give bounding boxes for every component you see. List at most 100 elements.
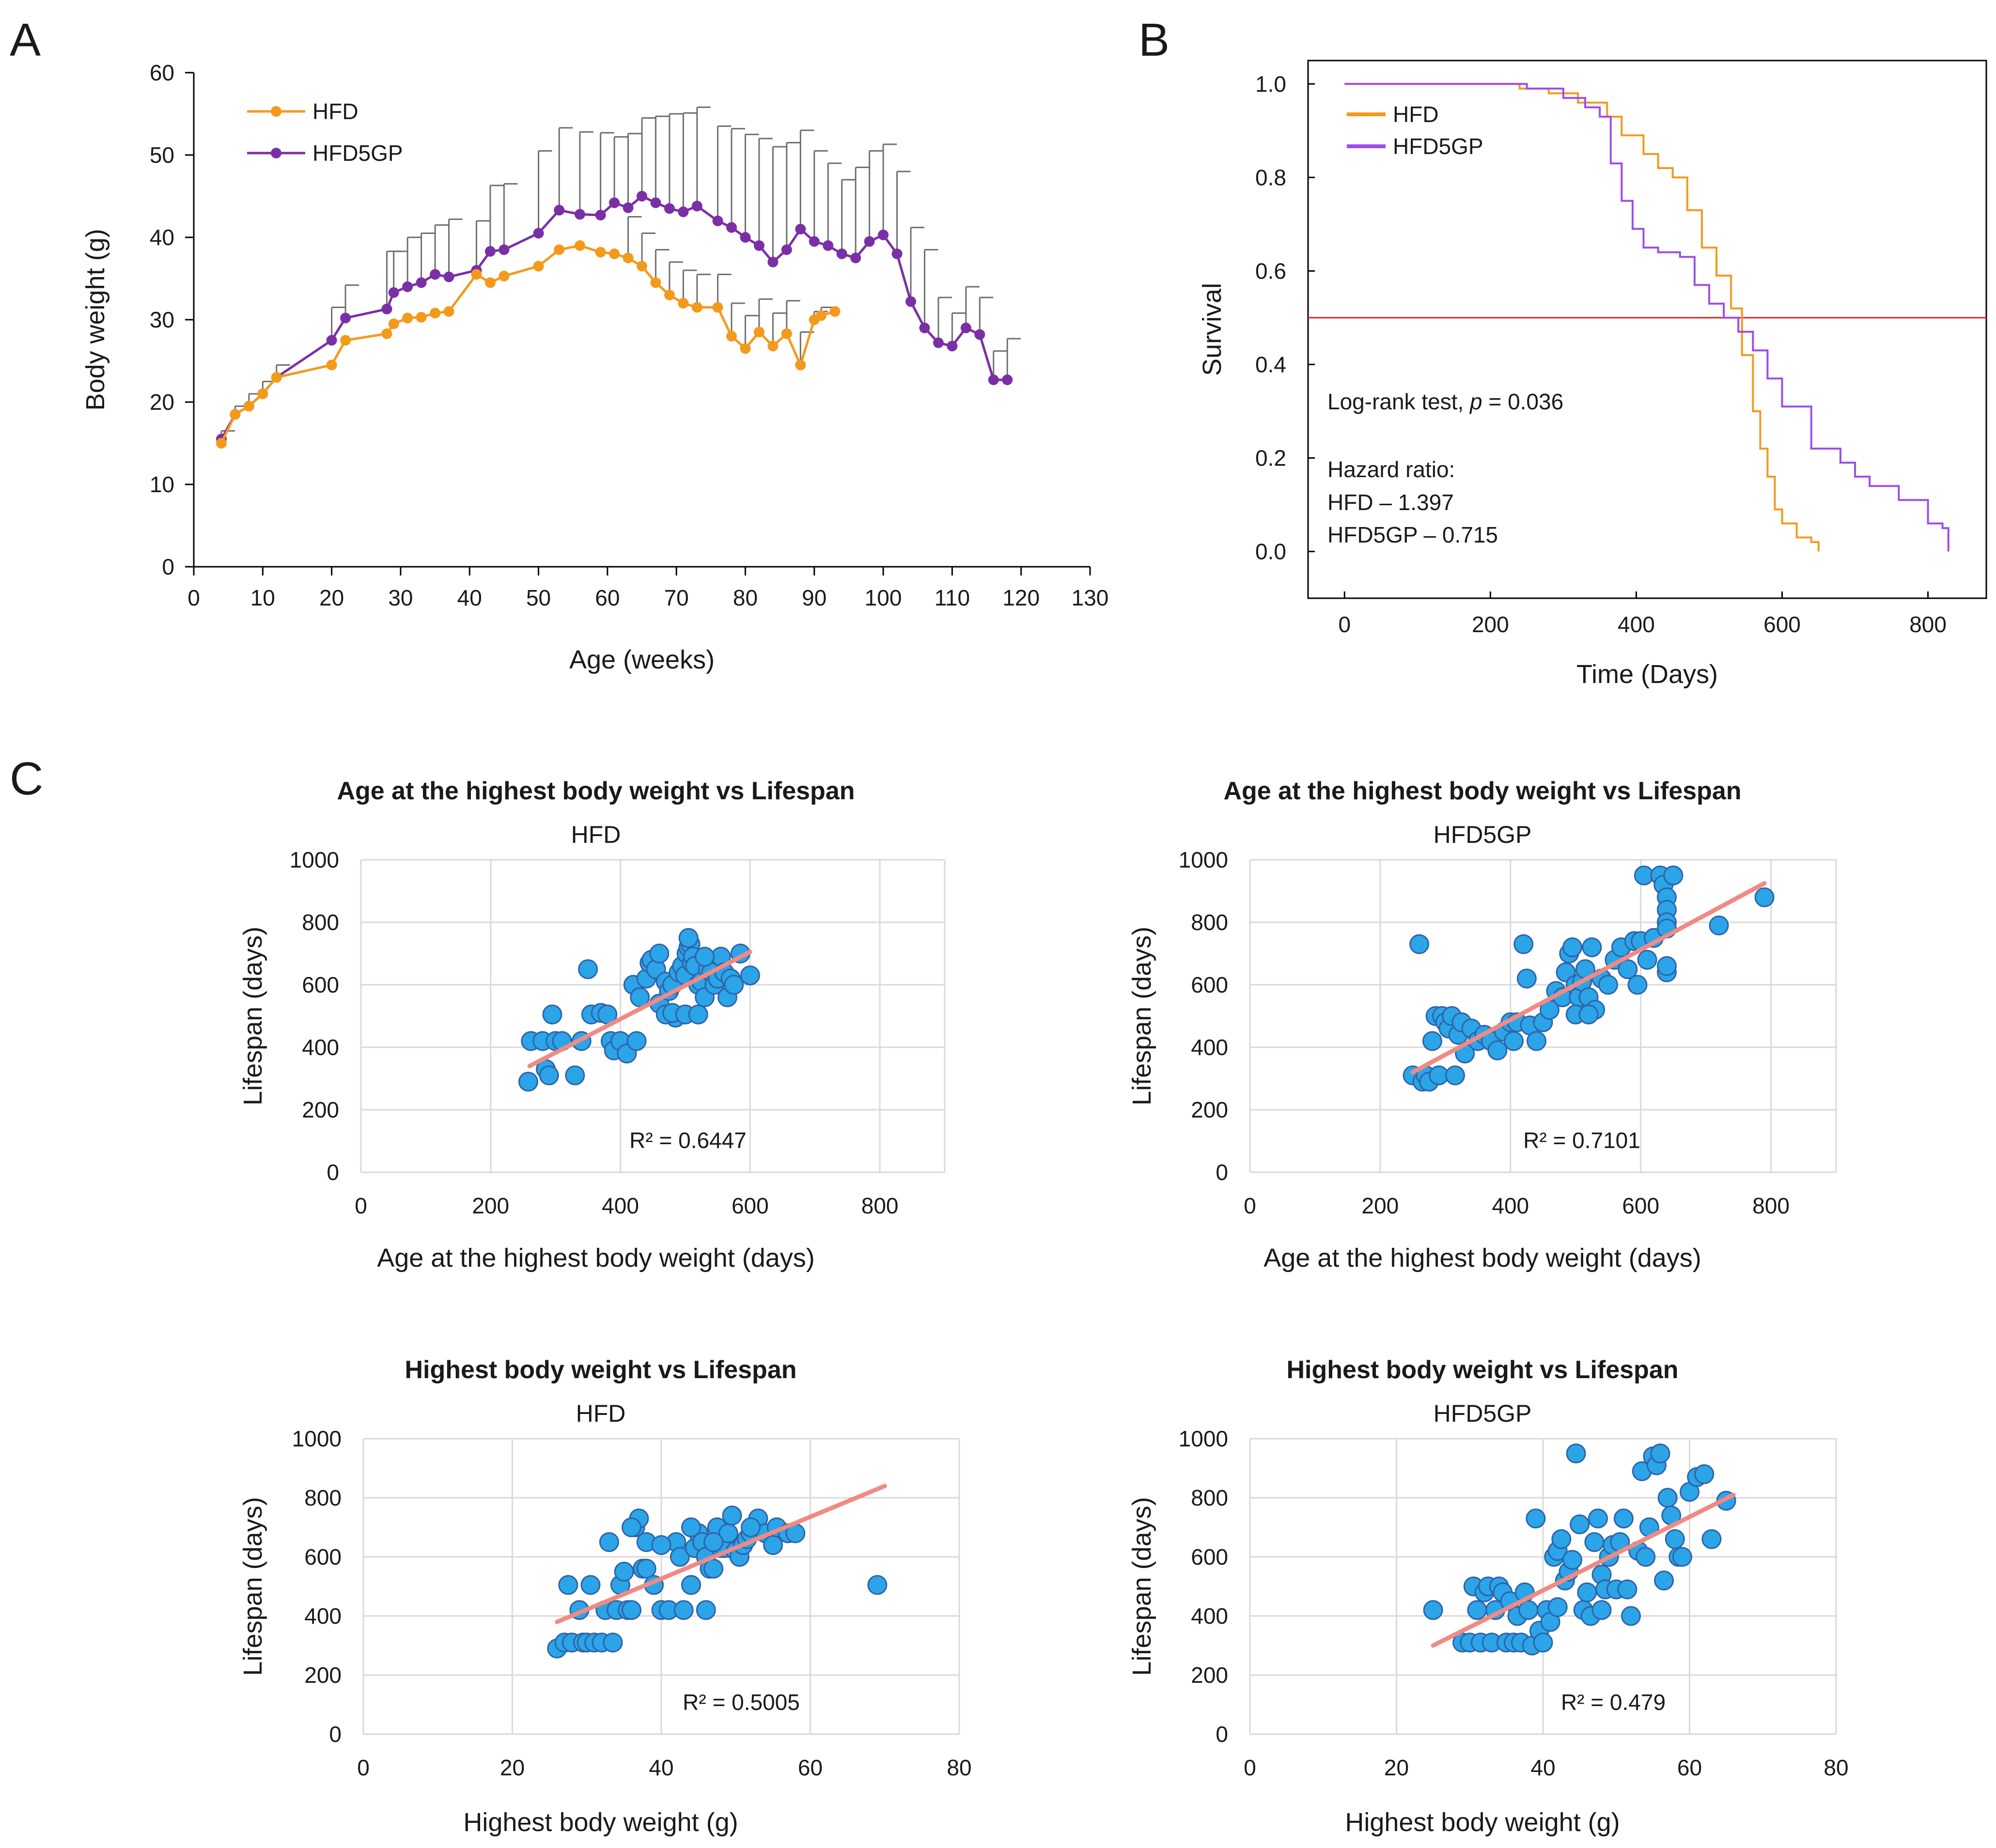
panel-label-c: C [10, 753, 43, 805]
scatter-subtitle: HFD5GP [1434, 821, 1532, 848]
hfd-data-point [595, 247, 606, 258]
scatter-y-tick-label: 600 [302, 972, 339, 997]
hfd-data-point [829, 306, 841, 317]
scatter-point [565, 1065, 585, 1086]
survival-y-tick-label: 0.8 [1255, 165, 1286, 190]
scatter-point [688, 1004, 708, 1025]
weight-y-tick-label: 10 [150, 472, 174, 497]
scatter-x-tick-label: 400 [602, 1193, 639, 1218]
hfd5gp-data-point [574, 209, 585, 220]
scatter-point [539, 1065, 559, 1086]
weight-x-tick-label: 100 [865, 585, 902, 610]
hfd-data-point [326, 359, 337, 371]
scatter-x-tick-label: 40 [649, 1755, 673, 1780]
hazard-ratio-hfd5gp: HFD5GP – 0.715 [1327, 522, 1498, 547]
hfd5gp-data-point [609, 197, 620, 208]
survival-x-tick-label: 800 [1909, 612, 1947, 637]
hfd5gp-data-point [974, 329, 985, 340]
hfd5gp-data-point [340, 312, 351, 324]
scatter-point [558, 1575, 578, 1595]
hfd5gp-data-point [850, 252, 861, 264]
scatter-y-tick-label: 600 [304, 1544, 342, 1569]
scatter-point [1621, 1606, 1641, 1626]
scatter-point [673, 1600, 694, 1620]
survival-legend: HFD HFD5GP [1347, 102, 1483, 159]
scatter-point [1566, 1444, 1586, 1463]
scatter-x-tick-label: 20 [500, 1755, 525, 1780]
scatter-point [1518, 1600, 1539, 1620]
scatter-point [1516, 968, 1537, 989]
weight-y-tick-label: 0 [162, 554, 174, 579]
hfd-data-point [726, 331, 737, 342]
scatter-point [867, 1575, 888, 1595]
scatter-trendline [555, 1484, 887, 1624]
scatter-y-axis-label: Lifespan (days) [238, 927, 267, 1105]
scatter-x-tick-label: 200 [472, 1193, 509, 1218]
scatter-point [1657, 1488, 1678, 1508]
hfd5gp-data-point [919, 323, 930, 333]
hfd-data-point [712, 302, 723, 313]
hfd-data-point [340, 335, 351, 346]
hfd5gp-data-point [823, 240, 834, 251]
scatter-y-axis-label: Lifespan (days) [238, 1497, 267, 1676]
scatter-trendline [1431, 1492, 1736, 1648]
hfd5gp-series-line [220, 195, 1008, 440]
scatter-point [649, 944, 670, 963]
weight-y-tick-label: 30 [150, 307, 174, 332]
scatter-point [630, 987, 650, 1008]
hfd-data-point [443, 306, 454, 317]
weight-x-tick-label: 40 [457, 585, 482, 610]
scatter-point [1618, 959, 1638, 979]
scatter-y-tick-label: 1000 [1179, 1426, 1228, 1451]
hfd5gp-data-point [947, 341, 958, 352]
scatter-point [681, 1575, 701, 1595]
weight-x-tick-label: 30 [388, 585, 413, 610]
scatter-point [636, 1558, 656, 1579]
scatter-y-tick-label: 800 [1191, 910, 1228, 935]
scatter-point [1487, 1040, 1508, 1060]
scatter-point [1527, 1031, 1547, 1051]
hfd-data-point [637, 261, 647, 272]
hfd-data-point [430, 308, 441, 319]
scatter-point [678, 928, 699, 948]
logrank-prefix: Log-rank test, [1327, 389, 1470, 414]
survival-x-tick-label: 200 [1472, 612, 1509, 637]
hazard-ratio-hfd: HFD – 1.397 [1327, 490, 1454, 515]
weight-x-tick-label: 70 [664, 585, 689, 610]
scatter-subtitle: HFD [576, 1400, 626, 1427]
hfd-data-point [609, 248, 620, 259]
survival-x-tick-label: 400 [1618, 612, 1655, 637]
scatter-point [1513, 934, 1534, 954]
survival-y-tick-label: 1.0 [1255, 71, 1286, 96]
scatter-x-tick-label: 80 [1824, 1755, 1848, 1780]
hfd5gp-data-point [878, 229, 889, 240]
hfd-data-point [402, 312, 413, 324]
weight-x-tick-label: 10 [250, 585, 275, 610]
hfd-data-point [416, 311, 427, 323]
scatter-x-tick-label: 400 [1492, 1193, 1529, 1218]
hfd-data-point [691, 302, 702, 313]
hfd5gp-data-point [891, 248, 903, 259]
scatter-point [542, 1004, 562, 1025]
scatter-point [599, 1532, 619, 1552]
scatter-y-tick-label: 0 [327, 1160, 339, 1185]
hfd5gp-data-point [430, 269, 441, 280]
scatter-r-squared: R² = 0.6447 [629, 1128, 747, 1153]
weight-y-tick-label: 40 [150, 225, 174, 250]
hazard-ratio-title: Hazard ratio: [1327, 457, 1455, 482]
hfd5gp-data-point [678, 206, 689, 217]
scatter-y-tick-label: 0 [1216, 1722, 1228, 1747]
hfd5gp-data-point [554, 204, 565, 216]
km-legend-hfd5gp-label: HFD5GP [1393, 134, 1483, 159]
scatter-y-tick-label: 600 [1191, 1544, 1228, 1569]
scatter-x-tick-label: 0 [357, 1755, 370, 1780]
scatter-x-tick-label: 20 [1384, 1755, 1409, 1780]
scatter-y-tick-label: 400 [1191, 1035, 1228, 1060]
scatter-point [1423, 1600, 1443, 1620]
scatter-point [626, 1031, 647, 1051]
scatter-point [622, 1517, 641, 1537]
scatter-y-tick-label: 1000 [1179, 847, 1228, 872]
hfd-survival-curve [1344, 83, 1820, 552]
scatter-point [1650, 1444, 1670, 1463]
hfd-data-point [664, 290, 675, 300]
